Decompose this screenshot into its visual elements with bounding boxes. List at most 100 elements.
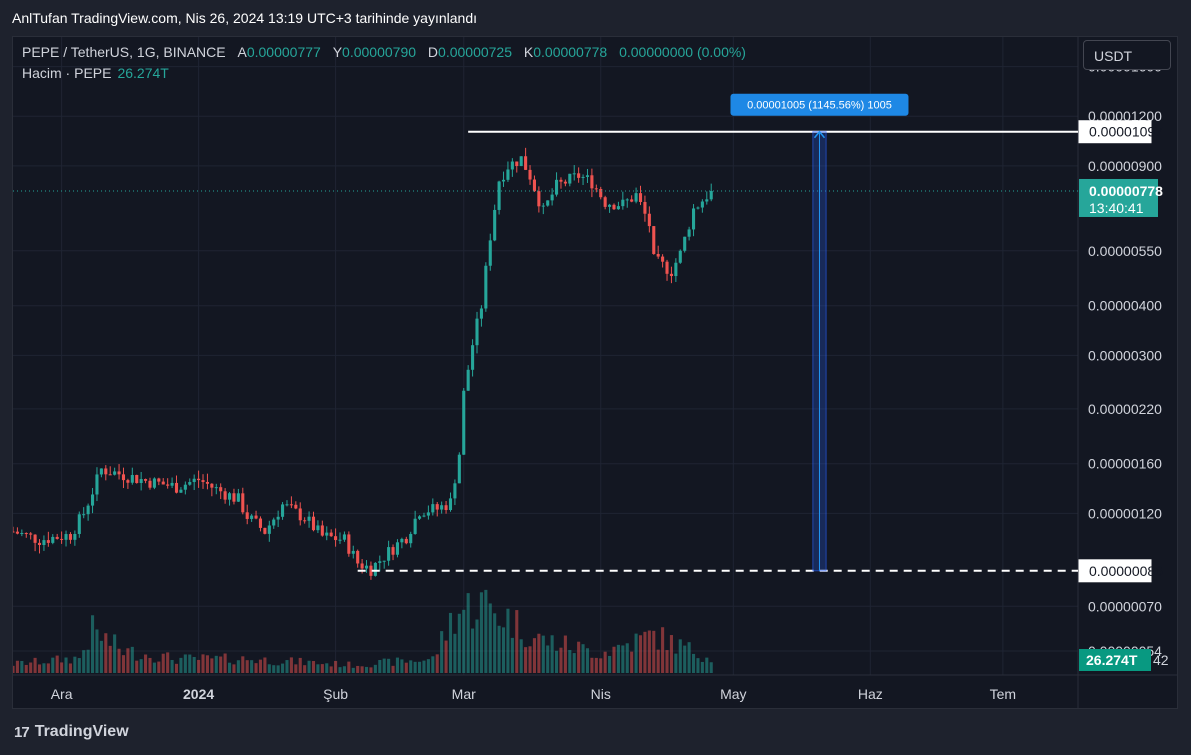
- publish-caption: AnlTufan TradingView.com, Nis 26, 2024 1…: [12, 10, 477, 26]
- volume-bar-down: [55, 655, 59, 673]
- candle-up: [501, 179, 506, 182]
- volume-bar-down: [174, 663, 179, 673]
- volume-bar-up: [42, 663, 46, 673]
- candle-down: [347, 534, 351, 554]
- candle-up: [546, 200, 550, 206]
- volume-bar-down: [289, 657, 293, 673]
- candle-up: [307, 516, 311, 521]
- candle-up: [139, 479, 143, 484]
- candle-down: [612, 204, 616, 210]
- candle-down: [174, 482, 179, 493]
- countdown-label: 13:40:41: [1089, 200, 1144, 216]
- candle-up: [95, 474, 99, 495]
- candle-up: [413, 518, 417, 534]
- volume-bar-down: [33, 657, 37, 673]
- candle-down: [665, 261, 669, 274]
- volume-bar-down: [638, 635, 643, 673]
- volume-bar-down: [303, 665, 307, 673]
- candle-up: [488, 240, 492, 266]
- volume-bar-down: [594, 657, 598, 673]
- candle-down: [201, 480, 205, 482]
- volume-bar-down: [68, 663, 72, 673]
- volume-legend-label[interactable]: Hacim · PEPE: [22, 65, 112, 81]
- candle-down: [263, 527, 267, 534]
- candle-down: [210, 483, 214, 488]
- volume-bar-up: [20, 660, 24, 673]
- candle-up: [440, 505, 444, 510]
- candle-down: [37, 542, 42, 546]
- candle-up: [20, 533, 24, 535]
- candle-down: [532, 179, 536, 192]
- candle-up: [325, 532, 329, 536]
- volume-bar-down: [210, 658, 214, 673]
- x-tick-label: May: [720, 686, 746, 702]
- candle-up: [674, 262, 678, 277]
- candle-up: [51, 536, 55, 543]
- candle-down: [404, 538, 408, 544]
- candle-up: [479, 308, 483, 319]
- volume-bar-down: [46, 663, 50, 673]
- candle-up: [130, 475, 134, 483]
- volume-bar-down: [369, 667, 373, 673]
- candle-down: [444, 505, 448, 511]
- volume-bar-down: [665, 650, 669, 673]
- tradingview-logo[interactable]: 17 TradingView: [14, 723, 129, 741]
- symbol-name[interactable]: PEPE / TetherUS, 1G, BINANCE: [22, 44, 226, 60]
- low-price-badge: 0.00000086: [1089, 563, 1163, 579]
- candle-up: [64, 534, 68, 540]
- volume-bar-up: [338, 667, 342, 673]
- volume-bar-up: [409, 660, 413, 673]
- volume-bar-up: [426, 659, 430, 673]
- high-price-badge: 0.00001097: [1089, 124, 1163, 140]
- volume-bar-up: [581, 644, 585, 673]
- volume-bar-up: [342, 666, 346, 673]
- price-chart[interactable]: 0.00001005 (1145.56%) 10050.000016000.00…: [13, 37, 1178, 709]
- volume-bar-down: [320, 664, 324, 673]
- volume-bar-down: [161, 653, 165, 673]
- volume-bar-up: [285, 660, 289, 673]
- y-tick-label: 0.00000160: [1088, 456, 1162, 472]
- volume-bar-up: [572, 653, 576, 673]
- candle-up: [99, 468, 103, 475]
- volume-bar-up: [281, 663, 285, 673]
- volume-bar-down: [121, 655, 126, 673]
- candle-up: [696, 207, 700, 209]
- last-price-badge-bg: [1079, 178, 1158, 217]
- currency-button[interactable]: USDT: [1083, 40, 1171, 70]
- volume-bar-up: [462, 609, 466, 673]
- x-tick-label: Şub: [323, 686, 348, 702]
- volume-bar-up: [475, 619, 479, 673]
- volume-bar-up: [555, 650, 559, 673]
- volume-bar-down: [13, 665, 15, 673]
- candle-up: [625, 199, 629, 201]
- volume-bar-up: [700, 661, 704, 673]
- volume-bar-down: [311, 661, 316, 673]
- candle-up: [338, 539, 342, 541]
- candle-down: [126, 480, 130, 483]
- volume-bar-down: [590, 657, 594, 673]
- candle-up: [581, 176, 585, 178]
- symbol-legend: PEPE / TetherUS, 1G, BINANCE A0.00000777…: [22, 44, 746, 60]
- candle-up: [395, 542, 400, 555]
- candle-up: [519, 156, 523, 166]
- volume-legend: Hacim · PEPE 26.274T: [22, 65, 169, 81]
- volume-bar-up: [267, 664, 271, 673]
- candle-down: [369, 565, 373, 576]
- close-label: K: [523, 44, 534, 60]
- volume-bar-up: [236, 660, 240, 673]
- candle-down: [166, 484, 170, 486]
- volume-bar-up: [400, 659, 404, 673]
- x-tick-label: Haz: [858, 686, 883, 702]
- volume-bar-down: [104, 633, 108, 673]
- candle-up: [250, 515, 254, 519]
- volume-bar-down: [197, 659, 201, 673]
- candle-up: [616, 206, 620, 210]
- volume-bar-down: [258, 659, 263, 673]
- volume-bar-up: [325, 663, 329, 673]
- candle-up: [42, 540, 46, 546]
- y-tick-label: 0.00000120: [1088, 505, 1162, 521]
- candle-down: [258, 518, 263, 528]
- candle-down: [320, 525, 324, 536]
- price-range-label: 0.00001005 (1145.56%) 1005: [747, 100, 892, 112]
- chart-panel[interactable]: 0.00001005 (1145.56%) 10050.000016000.00…: [12, 36, 1178, 709]
